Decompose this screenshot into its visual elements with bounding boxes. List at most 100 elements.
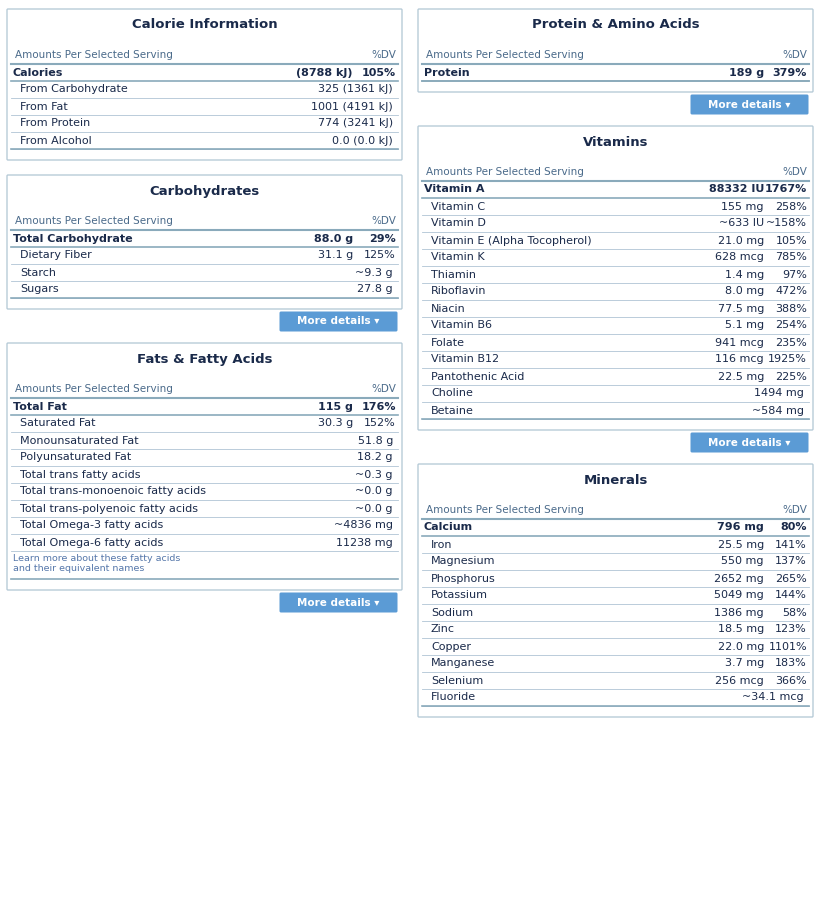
Text: Choline: Choline	[431, 389, 473, 399]
Text: Total Omega-3 fatty acids: Total Omega-3 fatty acids	[20, 521, 163, 531]
Text: %DV: %DV	[781, 505, 806, 515]
Text: Fats & Fatty Acids: Fats & Fatty Acids	[137, 352, 272, 365]
Text: 141%: 141%	[774, 539, 806, 550]
Text: Zinc: Zinc	[431, 624, 455, 634]
Text: 137%: 137%	[774, 556, 806, 566]
Text: 1001 (4191 kJ): 1001 (4191 kJ)	[311, 101, 392, 111]
Text: Vitamin K: Vitamin K	[431, 253, 484, 263]
Text: Saturated Fat: Saturated Fat	[20, 419, 95, 429]
Text: Selenium: Selenium	[431, 676, 482, 686]
Text: 189 g: 189 g	[728, 68, 763, 78]
Text: Folate: Folate	[431, 338, 464, 348]
Text: Manganese: Manganese	[431, 659, 495, 669]
Text: Starch: Starch	[20, 267, 56, 277]
Text: Carbohydrates: Carbohydrates	[149, 185, 260, 198]
Text: 183%: 183%	[774, 659, 806, 669]
Text: 366%: 366%	[775, 676, 806, 686]
Text: 1101%: 1101%	[767, 641, 806, 651]
Text: 176%: 176%	[361, 401, 396, 411]
Text: 125%: 125%	[364, 250, 396, 261]
Text: 18.2 g: 18.2 g	[357, 452, 392, 462]
Text: 88.0 g: 88.0 g	[314, 234, 352, 244]
Text: 254%: 254%	[774, 321, 806, 331]
Text: Amounts Per Selected Serving: Amounts Per Selected Serving	[426, 167, 583, 177]
Text: Total trans-polyenoic fatty acids: Total trans-polyenoic fatty acids	[20, 504, 197, 514]
Text: 628 mcg: 628 mcg	[714, 253, 763, 263]
Text: ~158%: ~158%	[765, 218, 806, 228]
Text: 152%: 152%	[364, 419, 396, 429]
Text: 5.1 mg: 5.1 mg	[724, 321, 763, 331]
Text: Amounts Per Selected Serving: Amounts Per Selected Serving	[15, 384, 173, 394]
FancyBboxPatch shape	[7, 9, 401, 160]
Text: 29%: 29%	[369, 234, 396, 244]
Text: More details ▾: More details ▾	[296, 597, 379, 608]
FancyBboxPatch shape	[7, 175, 401, 309]
Text: 225%: 225%	[774, 371, 806, 381]
Text: ~0.0 g: ~0.0 g	[355, 487, 392, 496]
Text: Pantothenic Acid: Pantothenic Acid	[431, 371, 523, 381]
Text: 30.3 g: 30.3 g	[318, 419, 352, 429]
Text: Polyunsaturated Fat: Polyunsaturated Fat	[20, 452, 131, 462]
Text: Amounts Per Selected Serving: Amounts Per Selected Serving	[15, 216, 173, 226]
Text: Copper: Copper	[431, 641, 470, 651]
Text: Total trans-monoenoic fatty acids: Total trans-monoenoic fatty acids	[20, 487, 206, 496]
Text: 31.1 g: 31.1 g	[318, 250, 352, 261]
Text: Calcium: Calcium	[423, 523, 473, 533]
Text: Amounts Per Selected Serving: Amounts Per Selected Serving	[426, 505, 583, 515]
Text: Niacin: Niacin	[431, 304, 465, 313]
Text: ~633 IU: ~633 IU	[718, 218, 763, 228]
Text: (8788 kJ): (8788 kJ)	[296, 68, 352, 78]
Text: 116 mcg: 116 mcg	[714, 354, 763, 364]
Text: Protein & Amino Acids: Protein & Amino Acids	[531, 18, 699, 32]
Text: 1767%: 1767%	[764, 185, 806, 195]
Text: ~0.3 g: ~0.3 g	[355, 469, 392, 479]
Text: 941 mcg: 941 mcg	[714, 338, 763, 348]
Text: 1386 mg: 1386 mg	[713, 608, 763, 618]
Text: 325 (1361 kJ): 325 (1361 kJ)	[318, 84, 392, 94]
Text: Calories: Calories	[13, 68, 63, 78]
Text: 1925%: 1925%	[767, 354, 806, 364]
FancyBboxPatch shape	[279, 593, 397, 612]
Text: From Carbohydrate: From Carbohydrate	[20, 84, 128, 94]
Text: 1494 mg: 1494 mg	[753, 389, 803, 399]
FancyBboxPatch shape	[418, 464, 812, 717]
Text: 5049 mg: 5049 mg	[713, 591, 763, 601]
Text: Phosphorus: Phosphorus	[431, 573, 495, 583]
Text: %DV: %DV	[781, 167, 806, 177]
Text: 379%: 379%	[771, 68, 806, 78]
Text: Iron: Iron	[431, 539, 452, 550]
Text: Vitamins: Vitamins	[582, 136, 648, 149]
Text: 11238 mg: 11238 mg	[336, 537, 392, 547]
Text: 22.5 mg: 22.5 mg	[717, 371, 763, 381]
Text: %DV: %DV	[371, 384, 396, 394]
Text: 256 mcg: 256 mcg	[714, 676, 763, 686]
Text: Amounts Per Selected Serving: Amounts Per Selected Serving	[426, 50, 583, 60]
Text: ~584 mg: ~584 mg	[751, 406, 803, 416]
Text: 258%: 258%	[774, 201, 806, 211]
Text: More details ▾: More details ▾	[708, 100, 790, 110]
Text: Dietary Fiber: Dietary Fiber	[20, 250, 92, 261]
Text: 115 g: 115 g	[318, 401, 352, 411]
Text: Minerals: Minerals	[582, 474, 647, 487]
Text: 796 mg: 796 mg	[717, 523, 763, 533]
Text: Total trans fatty acids: Total trans fatty acids	[20, 469, 140, 479]
Text: Betaine: Betaine	[431, 406, 473, 416]
Text: Total Carbohydrate: Total Carbohydrate	[13, 234, 133, 244]
Text: ~9.3 g: ~9.3 g	[355, 267, 392, 277]
Text: Total Omega-6 fatty acids: Total Omega-6 fatty acids	[20, 537, 163, 547]
Text: 97%: 97%	[781, 269, 806, 279]
Text: 51.8 g: 51.8 g	[357, 436, 392, 446]
Text: 774 (3241 kJ): 774 (3241 kJ)	[318, 119, 392, 129]
Text: Vitamin B6: Vitamin B6	[431, 321, 491, 331]
Text: Magnesium: Magnesium	[431, 556, 495, 566]
Text: Sodium: Sodium	[431, 608, 473, 618]
Text: 8.0 mg: 8.0 mg	[724, 286, 763, 296]
Text: Vitamin A: Vitamin A	[423, 185, 484, 195]
Text: 235%: 235%	[774, 338, 806, 348]
Text: Vitamin E (Alpha Tocopherol): Vitamin E (Alpha Tocopherol)	[431, 236, 590, 246]
Text: 22.0 mg: 22.0 mg	[717, 641, 763, 651]
Text: 25.5 mg: 25.5 mg	[717, 539, 763, 550]
Text: 77.5 mg: 77.5 mg	[717, 304, 763, 313]
Text: 88332 IU: 88332 IU	[708, 185, 763, 195]
Text: %DV: %DV	[371, 216, 396, 226]
